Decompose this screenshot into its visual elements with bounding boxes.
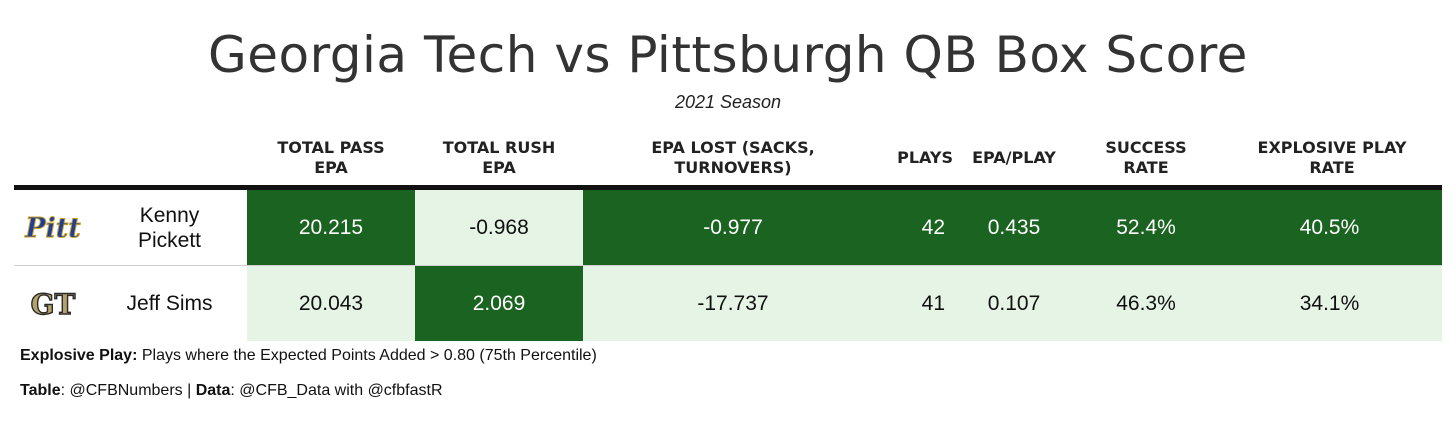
table-credit-text: : @CFBNumbers | [60,382,196,399]
player-name: Jeff Sims [126,292,213,315]
data-credit-text: : @CFB_Data with @cfbfastR [230,382,443,399]
chart-title: Georgia Tech vs Pittsburgh QB Box Score [208,26,1248,84]
pass-epa-cell: 20.215 [247,190,415,265]
box-score-table: Total Pass EPA Total Rush EPA EPA Lost (… [14,130,1442,341]
credits-footnote: Table: @CFBNumbers | Data: @CFB_Data wit… [20,382,443,400]
epa-lost-cell: -17.737 [583,266,883,341]
gt-logo-icon: GT [30,287,76,321]
gt-logo-text: GT [31,288,76,321]
col-header-plays: Plays [897,148,953,167]
table-row: GT Jeff Sims 20.043 2.069 -17.737 41 0.1… [14,265,1442,341]
col-header-success-rate: Success Rate [1105,138,1187,177]
epa-play-cell: 0.107 [953,266,1075,341]
table-credit-label: Table [20,382,61,399]
explosive-play-definition: Plays where the Expected Points Added > … [137,347,597,364]
success-rate-cell: 46.3% [1075,266,1217,341]
explosive-play-label: Explosive Play: [20,347,138,364]
chart-subtitle: 2021 Season [674,92,782,112]
col-header-explosive-rate: Explosive Play Rate [1257,138,1407,177]
pitt-logo-text: Pitt [24,213,81,244]
success-rate-cell: 52.4% [1075,190,1217,265]
gt-logo: GT [14,266,92,341]
col-header-pass-epa: Total Pass EPA [277,138,385,177]
rush-epa-cell: 2.069 [415,266,583,341]
data-credit-label: Data [195,382,231,399]
col-header-epa-lost: EPA Lost (sacks, turnovers) [651,138,815,177]
player-name: Kenny Pickett [137,203,202,252]
explosive-play-footnote: Explosive Play: Plays where the Expected… [20,347,597,365]
explosive-rate-cell: 40.5% [1217,190,1442,265]
col-header-rush-epa: Total Rush EPA [442,138,556,177]
table-row: Pitt Kenny Pickett 20.215 -0.968 -0.977 … [14,190,1442,265]
header-rule [14,185,1442,190]
epa-lost-cell: -0.977 [583,190,883,265]
pass-epa-cell: 20.043 [247,266,415,341]
explosive-rate-cell: 34.1% [1217,266,1442,341]
rush-epa-cell: -0.968 [415,190,583,265]
plays-cell: 42 [883,190,953,265]
epa-play-cell: 0.435 [953,190,1075,265]
plays-cell: 41 [883,266,953,341]
col-header-epa-play: EPA/Play [972,148,1056,167]
pitt-logo-icon: Pitt [24,212,82,244]
table-body: Pitt Kenny Pickett 20.215 -0.968 -0.977 … [14,190,1442,341]
table-header: Total Pass EPA Total Rush EPA EPA Lost (… [14,130,1442,190]
pitt-logo: Pitt [14,190,92,265]
